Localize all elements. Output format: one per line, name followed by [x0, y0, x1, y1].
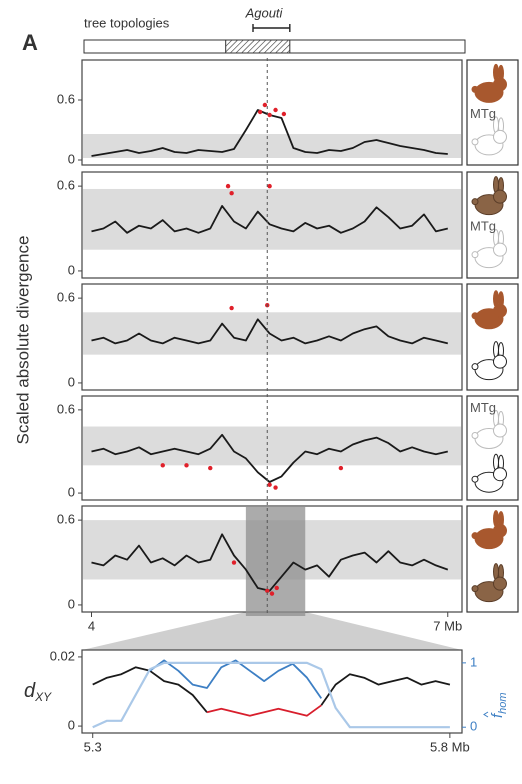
data-line — [91, 318, 449, 345]
data-line — [92, 661, 450, 729]
rabbit-tail — [471, 532, 479, 540]
outlier-point — [267, 112, 272, 118]
outlier-point — [274, 585, 279, 591]
outlier-point — [273, 485, 278, 490]
outlier-point — [267, 183, 272, 189]
x-tick-label: 5.8 Mb — [430, 739, 470, 754]
y-tick-label: 0.6 — [57, 91, 75, 106]
rabbit-head — [493, 303, 507, 318]
rabbit-head — [493, 77, 507, 92]
rabbit-head — [493, 523, 507, 538]
hat — [483, 711, 489, 718]
outlier-point — [208, 465, 213, 471]
rabbit-head — [493, 576, 507, 591]
outlier-point — [257, 109, 263, 115]
zoom-region — [245, 506, 306, 616]
y2-tick-label: 1 — [470, 654, 477, 669]
label-sub: XY — [34, 690, 52, 704]
rabbit-tail — [471, 312, 479, 320]
x-tick-label: 5.3 — [84, 739, 102, 754]
y-tick-label: 0 — [68, 262, 75, 277]
y2-tick-label: 0 — [470, 719, 477, 734]
y-tick-label: 0 — [68, 718, 75, 733]
icon-label: MTg — [470, 106, 496, 121]
outlier-point — [184, 463, 189, 468]
hatched-region — [225, 39, 291, 54]
icon-label: MTg — [470, 400, 496, 415]
outlier-point — [267, 482, 272, 487]
label-main: f — [489, 712, 506, 718]
rabbit-head — [493, 467, 507, 482]
gene-label: Agouti — [245, 5, 284, 20]
outlier-point — [262, 102, 268, 108]
y-tick-label: 0.6 — [57, 290, 75, 305]
panel-label: A — [22, 30, 38, 55]
outlier-point — [229, 305, 234, 311]
y-tick-label: 0 — [68, 151, 75, 166]
rabbit-tail — [471, 198, 479, 206]
rabbit-head — [493, 189, 507, 204]
rabbit-tail — [471, 432, 479, 440]
zoom-connector — [82, 612, 462, 650]
outlier-point — [338, 465, 344, 471]
label-sub: hom — [497, 692, 509, 713]
outlier-point — [225, 183, 231, 189]
rabbit-tail — [471, 85, 479, 93]
left-axis-label: dXY — [24, 680, 52, 704]
y-tick-label: 0 — [68, 596, 75, 611]
topology-label: tree topologies — [84, 15, 170, 30]
icon-label: MTg — [470, 219, 496, 234]
data-line — [206, 704, 322, 717]
x-tick-label: 7 Mb — [433, 618, 462, 633]
range-band — [83, 312, 461, 355]
outlier-point — [231, 560, 237, 565]
y-tick-label: 0.6 — [57, 178, 75, 193]
outlier-point — [265, 588, 270, 593]
data-line — [91, 205, 449, 234]
y-tick-label: 0.6 — [57, 512, 75, 527]
range-band — [83, 188, 461, 250]
rabbit-tail — [471, 585, 479, 593]
range-band — [83, 426, 461, 466]
rabbit-head — [493, 354, 507, 369]
rabbit-tail — [471, 138, 479, 146]
rabbit-tail — [471, 363, 479, 371]
rabbit-tail — [471, 251, 479, 259]
rabbit-head — [493, 242, 507, 257]
outlier-point — [160, 463, 165, 468]
outlier-point — [273, 107, 278, 113]
rabbit-head — [493, 423, 507, 438]
gene-range — [252, 24, 291, 32]
outlier-point — [229, 191, 234, 196]
x-tick-label: 4 — [88, 618, 95, 633]
data-line — [91, 533, 449, 592]
rabbit-tail — [471, 475, 479, 483]
outlier-point — [281, 111, 287, 117]
y-tick-label: 0 — [68, 374, 75, 389]
outlier-point — [269, 591, 275, 596]
y-axis-label: Scaled absolute divergence — [13, 236, 32, 445]
y-tick-label: 0 — [68, 485, 75, 500]
label-main: d — [24, 680, 36, 702]
data-line — [91, 433, 448, 483]
rabbit-head — [493, 129, 507, 144]
y-tick-label: 0.6 — [57, 401, 75, 416]
right-axis-label: fhom — [489, 692, 509, 718]
y-tick-label: 0.02 — [50, 648, 75, 663]
